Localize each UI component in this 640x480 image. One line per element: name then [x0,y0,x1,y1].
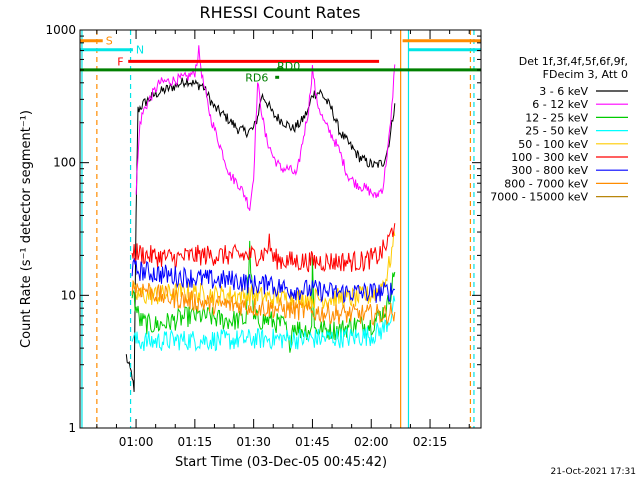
legend-entry-label: 7000 - 15000 keV [490,191,588,204]
x-tick-label: 01:00 [119,435,154,449]
y-tick-label: 1 [68,421,76,435]
legend-entry-label: 100 - 300 keV [511,151,588,164]
legend-header-line-1: Det 1f,3f,4f,5f,6f,9f, [519,55,628,68]
x-axis-label: Start Time (03-Dec-05 00:45:42) [175,455,387,470]
annotation-label: RD6 [245,71,268,84]
y-tick-label: 10 [61,288,76,302]
generation-timestamp: 21-Oct-2021 17:31 [551,467,636,477]
legend-entry-label: 800 - 7000 keV [504,177,588,190]
legend-header-line-2: FDecim 3, Att 0 [543,68,628,81]
y-axis-label: Count Rate (s⁻¹ detector segment⁻¹) [19,110,34,348]
x-tick-label: 02:15 [413,435,448,449]
annotation-label: F [117,55,123,68]
legend: Det 1f,3f,4f,5f,6f,9f, FDecim 3, Att 0 3… [490,55,628,204]
annotation-label: N [136,44,144,57]
plot-frame [79,29,482,429]
series-line-4 [131,230,396,310]
legend-entry-label: 3 - 6 keV [539,85,588,98]
series-line-6 [131,257,396,304]
y-tick-label: 100 [53,156,76,170]
x-tick-label: 01:15 [178,435,213,449]
x-tick-label: 01:30 [236,435,271,449]
legend-entry-label: 50 - 100 keV [518,138,588,151]
legend-entry-label: 6 - 12 keV [532,98,588,111]
axis-layer: 1 10 100 1000 01:00 01:15 01:30 01:45 02:00 02:15 [45,23,481,449]
series-line-3 [131,295,396,352]
plot-area [125,45,396,392]
x-tick-label: 02:00 [354,435,389,449]
legend-entry-label: 300 - 800 keV [511,164,588,177]
series-line-1 [135,45,396,211]
series-line-5 [131,223,396,273]
annotation-label: S [106,35,113,48]
legend-entry-label: 12 - 25 keV [525,111,588,124]
chart-title: RHESSI Count Rates [200,3,361,22]
x-tick-label: 01:45 [295,435,330,449]
legend-entry-label: 25 - 50 keV [525,125,588,138]
y-tick-label: 1000 [45,23,76,37]
series-line-2 [131,240,396,353]
series-line-7 [131,280,396,326]
